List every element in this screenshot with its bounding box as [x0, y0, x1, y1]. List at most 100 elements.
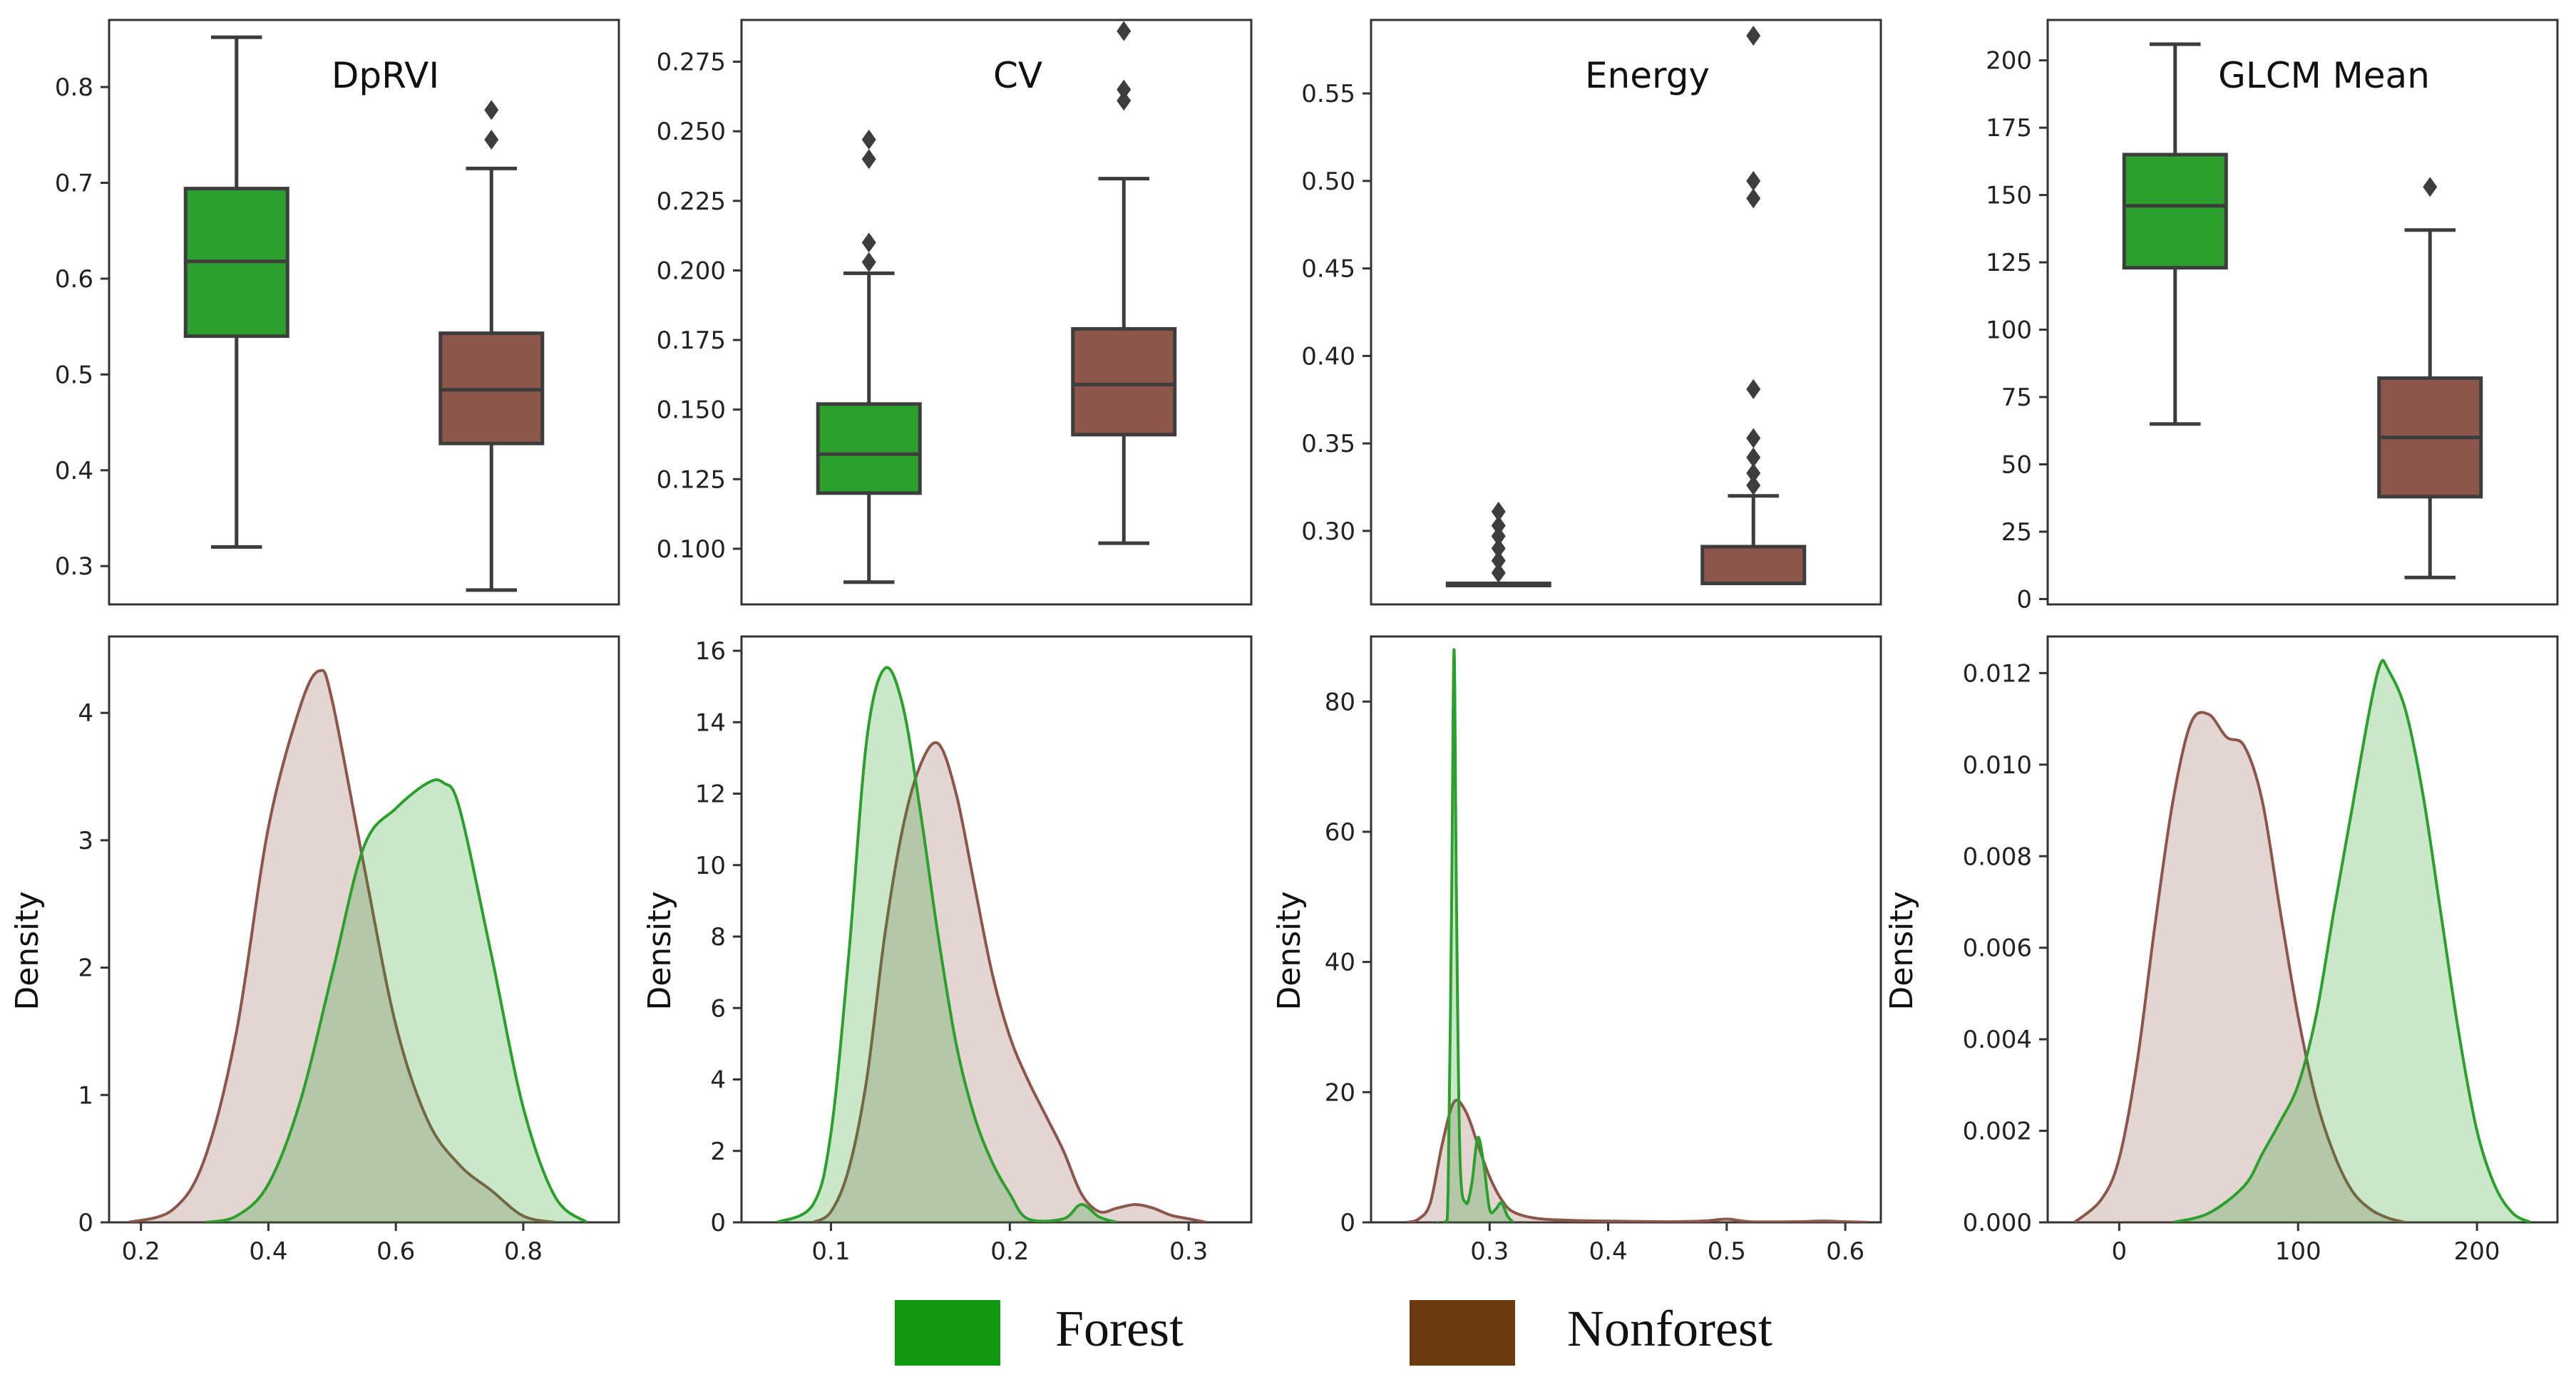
chart-panels: 0.30.40.50.60.70.8 DpRVI0.1000.1250.1500.… [9, 19, 2559, 1266]
y-tick-label: 0.010 [1963, 751, 2032, 780]
boxplot-panel-cv: 0.100 0.125 0.150 0.175 0.200 0.225 0.250 0.275… [657, 19, 1253, 606]
y-tick-label: 0.225 [657, 187, 726, 216]
outlier-point [1491, 515, 1506, 536]
outlier-point [1746, 475, 1761, 496]
x-tick-label: 0.5 [1708, 1237, 1746, 1266]
y-tick-label: 0 [78, 1209, 93, 1237]
y-tick-label: 25 [2001, 518, 2032, 547]
panel-title: DpRVI [332, 55, 439, 96]
density-line-forest [1436, 648, 1515, 1222]
outlier-point [1491, 538, 1506, 559]
outlier-point [1746, 447, 1761, 468]
y-tick-label: 0.40 [1301, 342, 1355, 371]
plot-frame [1370, 19, 1882, 606]
y-tick-label: 0.7 [55, 170, 93, 198]
y-tick-label: 75 [2001, 383, 2032, 412]
y-tick-label: 0.012 [1963, 659, 2032, 688]
y-tick-label: 12 [695, 780, 726, 809]
panel-title: Energy [1585, 55, 1710, 96]
density-area-nonforest [128, 670, 555, 1222]
y-axis-label: Density [642, 891, 678, 1010]
y-tick-label: 0 [710, 1209, 726, 1237]
y-axis-label: Density [9, 891, 46, 1010]
outlier-point [861, 149, 876, 170]
y-tick-label: 100 [1986, 316, 2032, 345]
box-nonforest [1071, 21, 1177, 545]
y-axis-label: Density [1271, 891, 1308, 1010]
y-tick-label: 6 [710, 994, 726, 1023]
density-line-nonforest [2073, 711, 2406, 1222]
y-tick-label: 0.008 [1963, 842, 2032, 871]
box-iqr [1700, 545, 1807, 586]
outlier-point [861, 232, 876, 253]
plot-frame [740, 19, 1253, 606]
outlier-point [1746, 26, 1761, 46]
y-tick-label: 4 [710, 1066, 726, 1095]
y-tick-label: 0.35 [1301, 430, 1355, 458]
x-tick-label: 0.2 [122, 1237, 160, 1266]
y-tick-label: 0.275 [657, 48, 726, 77]
y-tick-label: 150 [1986, 182, 2032, 210]
outlier-point [1117, 79, 1132, 100]
y-tick-label: 0.125 [657, 465, 726, 494]
boxplot-panel-glcm-mean: 0 25 50 75 100 125 150 175 200 GLCM Mean [1986, 19, 2559, 614]
y-tick-label: 4 [78, 699, 93, 728]
density-panel-4: 0 100 200 0.000 0.002 0.004 0.006 0.008 0.010 0.0… [1884, 635, 2559, 1266]
density-area-forest [777, 667, 1117, 1222]
y-tick-label: 0.000 [1963, 1209, 2032, 1237]
y-tick-label: 20 [1325, 1078, 1355, 1107]
outlier-point [1746, 170, 1761, 191]
outlier-point [1746, 188, 1761, 209]
y-tick-label: 0 [1340, 1209, 1355, 1237]
plot-frame [740, 635, 1253, 1224]
y-tick-label: 2 [710, 1138, 726, 1166]
density-area-nonforest [2074, 712, 2406, 1222]
x-tick-label: 0.8 [504, 1237, 543, 1266]
x-tick-label: 0.1 [811, 1237, 850, 1266]
y-tick-label: 0.6 [55, 265, 93, 294]
y-tick-label: 0.006 [1963, 934, 2032, 963]
boxplot-panel-dprvi: 0.3 0.4 0.5 0.6 0.7 0.8 DpRVI [55, 19, 620, 606]
x-tick-label: 0.4 [249, 1237, 287, 1266]
figure-legend: Forest Nonforest [895, 1300, 1772, 1366]
density-line-nonforest [128, 669, 556, 1222]
y-tick-label: 40 [1325, 949, 1355, 977]
box-forest [183, 35, 289, 549]
y-tick-label: 0.45 [1301, 255, 1355, 284]
outlier-point [1491, 550, 1506, 571]
density-line-forest [204, 778, 588, 1222]
y-tick-label: 0.200 [657, 257, 726, 285]
density-curves [2073, 659, 2532, 1222]
density-panel-1: 0.2 0.4 0.6 0.8 0 1 2 3 4 Density [9, 635, 620, 1266]
outlier-point [861, 129, 876, 150]
legend-label-nonforest: Nonforest [1567, 1300, 1772, 1357]
density-area-forest [2172, 660, 2531, 1222]
outlier-point [1491, 501, 1506, 522]
legend-swatch-nonforest [1410, 1300, 1515, 1366]
y-tick-label: 0.100 [657, 535, 726, 564]
x-tick-label: 100 [2275, 1237, 2321, 1266]
y-tick-label: 1 [78, 1081, 93, 1110]
panel-title: GLCM Mean [2218, 55, 2430, 96]
y-tick-label: 0.250 [657, 118, 726, 146]
y-tick-label: 200 [1986, 47, 2032, 76]
y-tick-label: 8 [710, 923, 726, 952]
y-tick-label: 0.002 [1963, 1118, 2032, 1146]
y-tick-label: 60 [1325, 818, 1355, 847]
y-tick-label: 3 [78, 827, 93, 855]
y-tick-label: 0 [2016, 585, 2032, 614]
legend-label-forest: Forest [1055, 1300, 1184, 1357]
x-tick-label: 0.6 [376, 1237, 415, 1266]
box-forest [816, 129, 922, 584]
x-tick-label: 0 [2112, 1237, 2128, 1266]
box-forest [2122, 42, 2228, 426]
y-tick-label: 0.50 [1301, 167, 1355, 196]
outlier-point [1746, 379, 1761, 400]
density-area-nonforest [813, 742, 1207, 1222]
box-forest [1445, 501, 1551, 588]
density-panel-3: 0.3 0.4 0.5 0.6 0 20 40 60 80 Density [1271, 635, 1882, 1266]
outlier-point [1746, 463, 1761, 483]
y-tick-label: 0.5 [55, 361, 93, 389]
density-panel-2: 0.1 0.2 0.3 0 2 4 6 8 10 12 14 16 Density [642, 635, 1253, 1266]
density-curves [128, 669, 588, 1222]
